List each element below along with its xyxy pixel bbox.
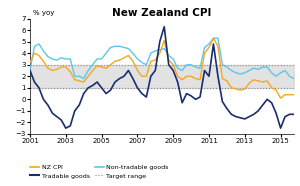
Legend: NZ CPI, Tradable goods, Non-tradable goods, Target range: NZ CPI, Tradable goods, Non-tradable goo… bbox=[27, 162, 171, 181]
Title: New Zealand CPI: New Zealand CPI bbox=[112, 8, 212, 18]
Text: % yoy: % yoy bbox=[33, 10, 54, 16]
